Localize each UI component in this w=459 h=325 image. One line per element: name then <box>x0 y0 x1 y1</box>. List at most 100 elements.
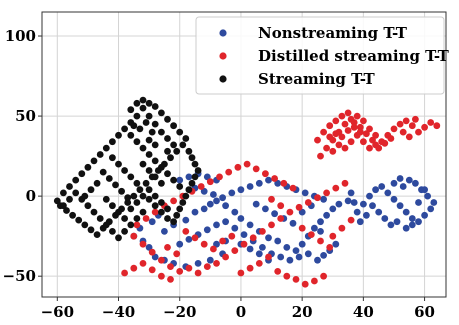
scatter-point <box>228 232 236 240</box>
scatter-point <box>265 253 272 261</box>
scatter-point <box>158 179 165 187</box>
scatter-point <box>206 178 214 186</box>
scatter-point <box>170 218 178 226</box>
scatter-point <box>69 211 76 219</box>
scatter-point <box>353 112 361 120</box>
scatter-point <box>139 160 147 168</box>
scatter-point <box>405 133 413 141</box>
scatter-point <box>216 173 223 181</box>
scatter-point <box>148 248 156 256</box>
scatter-point <box>240 240 248 248</box>
scatter-point <box>329 232 337 240</box>
scatter-point <box>121 125 128 133</box>
scatter-point <box>335 200 343 208</box>
y-axis-ticks: −50 0 50 100 <box>3 27 42 285</box>
scatter-point <box>424 192 431 200</box>
x-tick-label: 20 <box>292 303 313 321</box>
scatter-point <box>402 117 410 125</box>
scatter-point <box>219 194 227 202</box>
scatter-point <box>347 138 355 146</box>
scatter-point <box>145 195 153 203</box>
scatter-point <box>304 250 312 258</box>
scatter-point <box>151 208 159 216</box>
scatter-point <box>277 253 285 261</box>
scatter-point <box>130 192 138 200</box>
scatter-point <box>341 120 349 128</box>
scatter-point <box>415 218 422 226</box>
y-tick-label: 100 <box>5 27 36 45</box>
scatter-point <box>105 175 113 182</box>
scatter-point <box>167 154 174 162</box>
scatter-point <box>255 179 263 187</box>
scatter-point <box>408 221 416 229</box>
scatter-point <box>421 211 428 219</box>
scatter-point <box>109 154 116 162</box>
scatter-point <box>66 195 73 203</box>
scatter-point <box>433 122 441 130</box>
scatter-point <box>427 119 435 126</box>
scatter-point <box>412 179 419 187</box>
scatter-point <box>72 189 80 197</box>
scatter-point <box>203 263 211 270</box>
x-tick-label: −40 <box>102 303 135 321</box>
scatter-point <box>277 202 285 210</box>
scatter-point <box>130 264 138 272</box>
scatter-point <box>231 247 239 255</box>
scatter-point <box>127 106 135 114</box>
scatter-point <box>127 131 135 139</box>
scatter-point <box>130 122 138 130</box>
scatter-point <box>151 120 159 128</box>
x-axis-ticks: −60 −40 −20 0 20 40 60 <box>41 297 435 321</box>
scatter-point <box>344 109 352 117</box>
scatter-point <box>170 141 178 149</box>
scatter-point <box>314 136 321 144</box>
legend-label: Nonstreaming T-T <box>258 24 408 42</box>
y-tick-label: 0 <box>26 187 36 205</box>
scatter-point <box>176 183 184 190</box>
scatter-point <box>405 176 413 184</box>
scatter-point <box>350 199 358 206</box>
scatter-point <box>206 200 214 208</box>
scatter-point <box>194 269 202 277</box>
scatter-point <box>182 216 190 224</box>
scatter-point <box>390 195 398 203</box>
scatter-point <box>145 244 153 251</box>
scatter-point <box>145 136 153 144</box>
scatter-point <box>213 221 220 229</box>
scatter-point <box>360 117 367 125</box>
scatter-point <box>182 135 190 142</box>
scatter-point <box>283 244 291 251</box>
scatter-point <box>133 199 141 206</box>
scatter-point <box>90 208 98 216</box>
scatter-point <box>115 208 122 216</box>
scatter-point <box>139 208 147 216</box>
scatter-point <box>158 208 165 216</box>
scatter-point <box>249 234 257 242</box>
scatter-point <box>396 202 404 210</box>
scatter-point <box>133 138 141 146</box>
scatter-point <box>375 208 383 216</box>
scatter-point <box>262 205 269 213</box>
scatter-point <box>326 133 334 141</box>
scatter-point <box>372 131 379 139</box>
scatter-point <box>96 151 104 158</box>
scatter-point <box>271 210 278 218</box>
scatter-point <box>158 128 165 136</box>
legend-box <box>195 16 445 95</box>
scatter-point <box>200 240 208 248</box>
scatter-point <box>173 211 181 219</box>
scatter-point <box>246 221 254 229</box>
scatter-point <box>338 224 346 232</box>
scatter-point <box>145 99 153 107</box>
scatter-point <box>332 117 340 125</box>
scatter-point <box>320 252 327 259</box>
scatter-point <box>396 120 404 128</box>
scatter-point <box>415 199 422 206</box>
scatter-point <box>271 175 278 182</box>
scatter-point <box>317 218 324 226</box>
scatter-point <box>109 138 116 146</box>
scatter-point <box>158 199 165 206</box>
y-tick-label: −50 <box>3 267 36 285</box>
scatter-point <box>356 128 364 136</box>
scatter-point <box>323 189 330 197</box>
